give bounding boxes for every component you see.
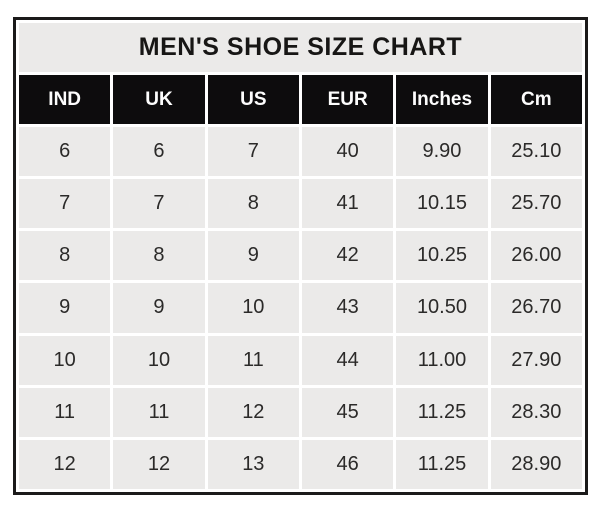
table-row: 11 11 12 45 11.25 28.30 bbox=[19, 387, 582, 437]
table-cell: 11 bbox=[113, 387, 205, 437]
table-row: 9 9 10 43 10.50 26.70 bbox=[19, 283, 582, 333]
table-row: 8 8 9 42 10.25 26.00 bbox=[19, 231, 582, 281]
table-cell: 6 bbox=[113, 127, 205, 177]
table-cell: 10.15 bbox=[396, 179, 488, 229]
table-cell: 28.30 bbox=[490, 387, 582, 437]
table-cell: 7 bbox=[113, 179, 205, 229]
column-header-us: US bbox=[207, 75, 299, 124]
table-cell: 12 bbox=[113, 439, 205, 489]
table-cell: 11.00 bbox=[396, 335, 488, 385]
table-header-row: IND UK US EUR Inches Cm bbox=[19, 75, 582, 124]
table-cell: 10 bbox=[207, 283, 299, 333]
column-header-cm: Cm bbox=[490, 75, 582, 124]
table-cell: 25.10 bbox=[490, 127, 582, 177]
table-cell: 11 bbox=[19, 387, 111, 437]
table-cell: 46 bbox=[301, 439, 394, 489]
table-row: 10 10 11 44 11.00 27.90 bbox=[19, 335, 582, 385]
table-cell: 6 bbox=[19, 127, 111, 177]
table-cell: 10 bbox=[19, 335, 111, 385]
column-header-uk: UK bbox=[113, 75, 205, 124]
table-cell: 40 bbox=[301, 127, 394, 177]
table-cell: 43 bbox=[301, 283, 394, 333]
table-cell: 12 bbox=[19, 439, 111, 489]
table-row: 12 12 13 46 11.25 28.90 bbox=[19, 439, 582, 489]
table-cell: 44 bbox=[301, 335, 394, 385]
table-cell: 12 bbox=[207, 387, 299, 437]
table-cell: 10.50 bbox=[396, 283, 488, 333]
table-cell: 8 bbox=[113, 231, 205, 281]
table-body: 6 6 7 40 9.90 25.10 7 7 8 41 10.15 25.70 8 8 9 42 10.25 2… bbox=[19, 127, 582, 489]
title-row: MEN'S SHOE SIZE CHART bbox=[19, 23, 582, 72]
table-cell: 45 bbox=[301, 387, 394, 437]
table-cell: 7 bbox=[207, 127, 299, 177]
column-header-inches: Inches bbox=[396, 75, 488, 124]
table-cell: 11 bbox=[207, 335, 299, 385]
table-cell: 11.25 bbox=[396, 439, 488, 489]
table-cell: 9 bbox=[207, 231, 299, 281]
table-cell: 25.70 bbox=[490, 179, 582, 229]
column-header-ind: IND bbox=[19, 75, 111, 124]
table-cell: 9 bbox=[113, 283, 205, 333]
table-cell: 8 bbox=[207, 179, 299, 229]
chart-title: MEN'S SHOE SIZE CHART bbox=[19, 23, 582, 72]
table-cell: 28.90 bbox=[490, 439, 582, 489]
table-row: 6 6 7 40 9.90 25.10 bbox=[19, 127, 582, 177]
table-cell: 13 bbox=[207, 439, 299, 489]
shoe-size-chart-table: MEN'S SHOE SIZE CHART IND UK US EUR Inches Cm… bbox=[13, 17, 588, 495]
table-cell: 10 bbox=[113, 335, 205, 385]
table-cell: 8 bbox=[19, 231, 111, 281]
table-cell: 26.00 bbox=[490, 231, 582, 281]
table-cell: 10.25 bbox=[396, 231, 488, 281]
table-cell: 27.90 bbox=[490, 335, 582, 385]
table-cell: 26.70 bbox=[490, 283, 582, 333]
table-cell: 9 bbox=[19, 283, 111, 333]
table-cell: 9.90 bbox=[396, 127, 488, 177]
table-row: 7 7 8 41 10.15 25.70 bbox=[19, 179, 582, 229]
table-cell: 41 bbox=[301, 179, 394, 229]
column-header-eur: EUR bbox=[301, 75, 394, 124]
table-cell: 11.25 bbox=[396, 387, 488, 437]
table-cell: 42 bbox=[301, 231, 394, 281]
table-cell: 7 bbox=[19, 179, 111, 229]
